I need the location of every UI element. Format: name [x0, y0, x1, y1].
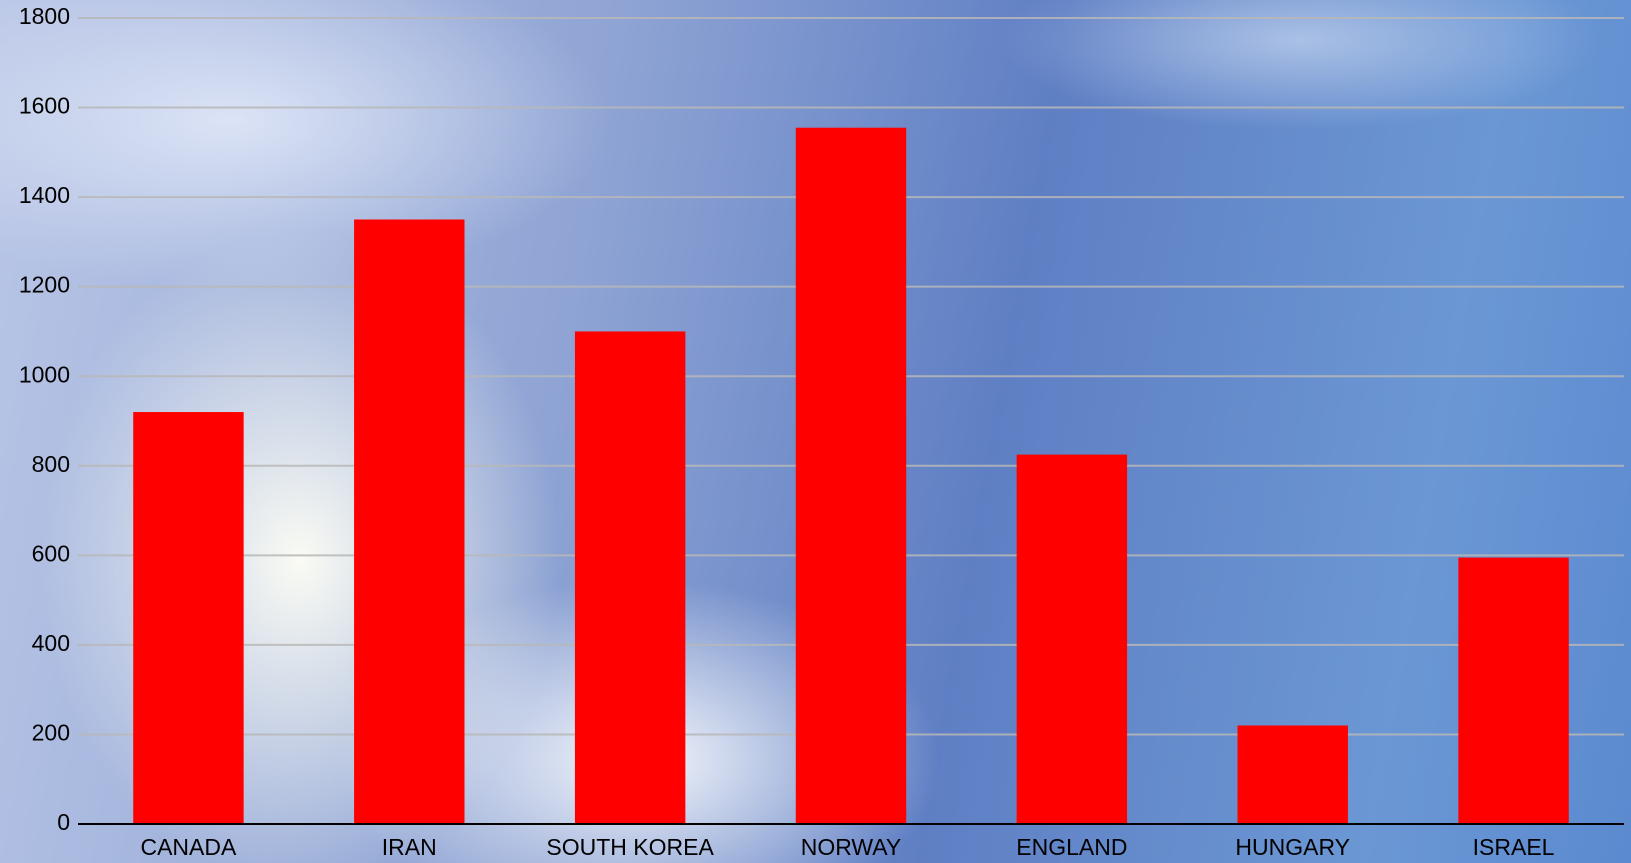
x-tick-label: IRAN [382, 834, 437, 860]
y-tick-label: 0 [57, 809, 70, 835]
y-tick-label: 200 [32, 720, 70, 746]
y-tick-label: 1600 [19, 93, 70, 119]
x-tick-label: NORWAY [801, 834, 902, 860]
y-tick-label: 1400 [19, 182, 70, 208]
y-tick-label: 1000 [19, 361, 70, 387]
x-tick-label: SOUTH KOREA [546, 834, 714, 860]
bar [1458, 557, 1569, 824]
x-tick-label: HUNGARY [1235, 834, 1350, 860]
bar [795, 127, 907, 824]
x-tick-label: CANADA [140, 834, 237, 860]
bar [133, 412, 244, 824]
x-tick-label: ISRAEL [1473, 834, 1555, 860]
bar [354, 219, 465, 824]
y-tick-label: 1200 [19, 272, 70, 298]
y-tick-label: 800 [32, 451, 70, 477]
y-tick-label: 400 [32, 630, 70, 656]
bar [574, 331, 686, 824]
x-tick-label: ENGLAND [1016, 834, 1127, 860]
y-tick-label: 1800 [19, 3, 70, 29]
bar [1016, 454, 1128, 824]
y-tick-label: 600 [32, 540, 70, 566]
bar [1237, 725, 1348, 824]
